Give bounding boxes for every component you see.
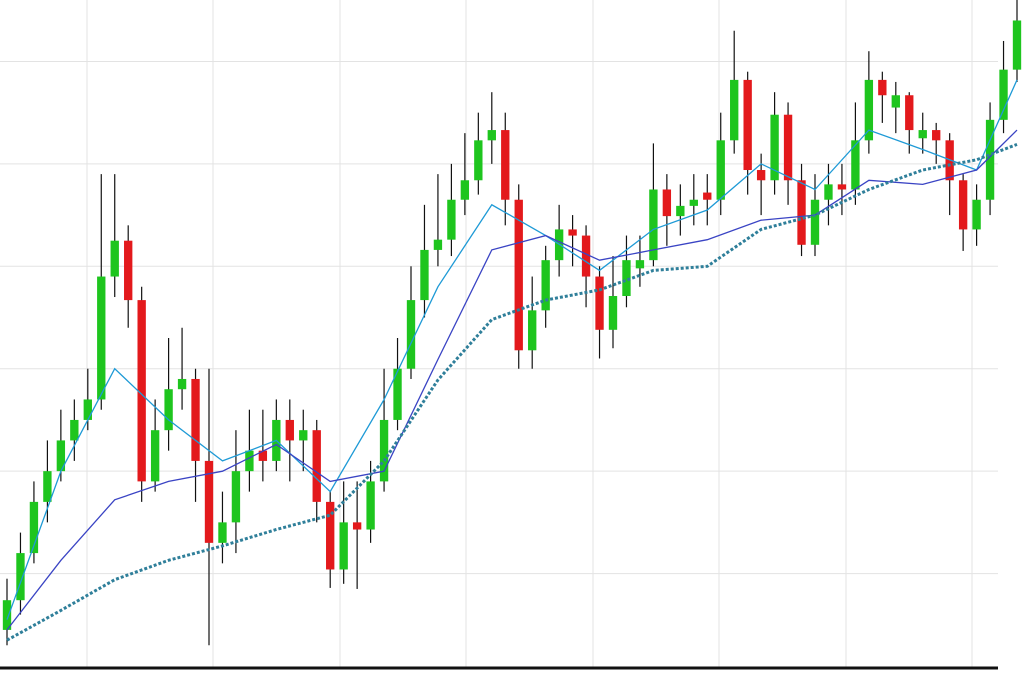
candle-body [528,310,537,351]
candle-body [406,300,416,369]
candle-body [716,140,725,200]
candle-body [649,189,658,261]
candle-body [433,239,443,250]
candle-body [150,430,160,482]
candle-body [218,522,227,543]
candle-body [70,419,79,441]
candle-body [878,79,887,96]
candle-body [568,229,577,236]
candle-body [501,130,510,200]
candle-body [541,260,550,311]
moving-average [6,129,1018,631]
candle-body [514,199,523,351]
candle-body [312,430,321,502]
candle-body [97,276,106,400]
moving-average [6,79,1018,620]
candle-body [110,240,119,277]
candle-body [420,249,429,301]
candle-body [703,192,712,200]
moving-average [6,142,1018,642]
candle-body [730,79,739,141]
candle-body [137,300,146,482]
candle-body [891,95,900,108]
candle-body [29,501,39,554]
candle-body [581,235,591,277]
candle-body [56,440,66,472]
candle-body [770,114,779,181]
candle-body [783,114,793,181]
candle-body [366,481,375,530]
candle-body [245,450,254,472]
candle-body [258,450,268,461]
candle-body [864,79,874,141]
vertical-grid [86,0,973,668]
candle-body [824,184,833,200]
candle-body [958,180,968,230]
candle-body [487,130,496,141]
candle-body [83,399,92,420]
candle-body [2,600,12,630]
candle-body [379,419,389,482]
candle-body [191,378,200,461]
candle-body [204,460,214,543]
candle-body [231,471,241,523]
candle-body [299,430,308,441]
candle-body [689,199,698,206]
candle-body [622,260,631,297]
candle-body [124,240,133,301]
candle-body [932,130,941,141]
candle-body [177,378,187,390]
candle-body [985,119,995,200]
candle-body [676,205,685,217]
candle-body [635,260,645,269]
candle-body [595,276,604,330]
candle-body [1012,20,1022,70]
candle-body [918,130,927,139]
candle-body [662,189,672,217]
candle-body [326,501,335,570]
candle-body [285,419,294,441]
candle-body [447,199,456,240]
candle-body [339,522,348,570]
candle-body [352,522,362,530]
candle-body [851,140,860,190]
candle-body [837,184,847,190]
candle-body [743,79,752,171]
candle-body [756,170,766,181]
candle-body [797,180,806,245]
candle-body [16,553,25,601]
candle-body [999,69,1008,120]
candle-body [164,389,173,431]
candle-body [474,140,483,181]
candle-body [393,368,402,420]
candle-body [972,199,981,230]
candle-body [460,180,470,200]
candle-body [43,471,52,502]
candle-body [810,199,820,245]
candle-body [608,296,618,330]
candle-body [905,95,914,131]
